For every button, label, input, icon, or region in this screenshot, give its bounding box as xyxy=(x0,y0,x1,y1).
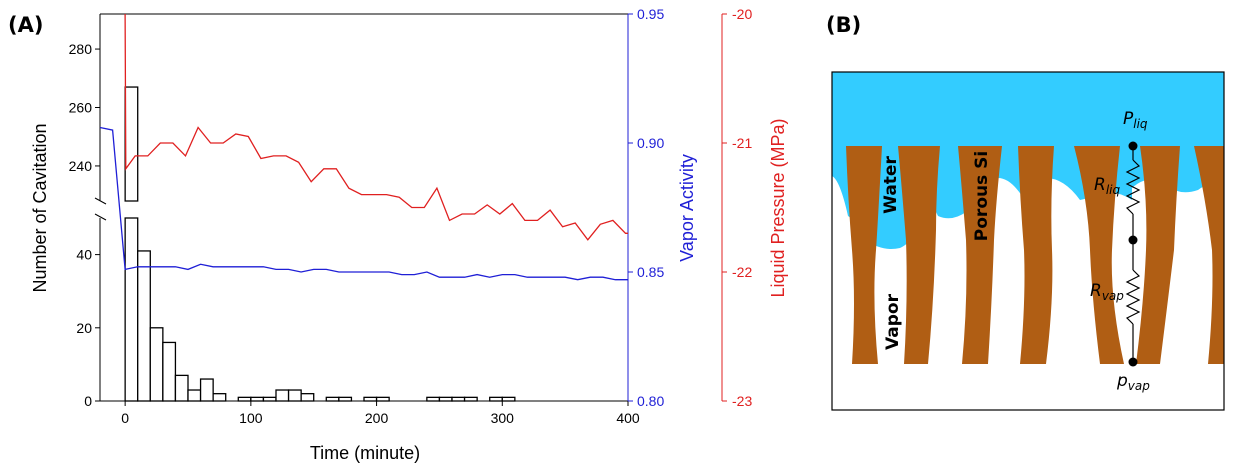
liquid-pressure-tick-label: -20 xyxy=(732,6,752,22)
left-tick-label: 240 xyxy=(69,158,93,174)
si-pillar xyxy=(846,146,882,364)
x-tick-label: 300 xyxy=(491,410,515,426)
cavitation-bar xyxy=(363,396,378,402)
cavitation-bar xyxy=(262,396,277,402)
liquid-pressure-tick-label: -22 xyxy=(732,264,752,280)
node-vapor xyxy=(1128,357,1138,367)
cavitation-bar-upper xyxy=(124,86,139,202)
x-tick-label: 200 xyxy=(365,410,389,426)
porous-si-label: Porous Si xyxy=(972,151,992,241)
axis-break-mark xyxy=(94,197,107,205)
vapor-activity-tick-label: 0.85 xyxy=(637,264,664,280)
node-interface xyxy=(1128,235,1138,245)
diagram-frame xyxy=(831,71,1225,411)
si-pillar xyxy=(1018,146,1054,364)
cavitation-bar xyxy=(162,341,177,402)
cavitation-bar xyxy=(300,393,315,402)
chart-a: 0 100 200 300 400 0 20 40 240 260 280 0.80 0.85 0.90 0… xyxy=(30,6,788,463)
left-tick-label: 40 xyxy=(76,247,92,263)
vapor-resistor-symbol xyxy=(1125,269,1141,325)
cavitation-bar xyxy=(426,396,441,402)
r-liq-label: Rliq xyxy=(1094,175,1120,197)
liquid-pressure-tick-label: -23 xyxy=(732,393,752,409)
r-vap-label: Rvap xyxy=(1090,281,1124,303)
water-label: Water xyxy=(881,156,901,214)
cavitation-bar xyxy=(149,327,164,402)
porous-si-diagram: Water Porous Si Vapor Pliq Rliq Rvap pva… xyxy=(831,71,1225,411)
left-tick-label: 260 xyxy=(69,100,93,116)
si-pillar xyxy=(898,146,940,364)
cavitation-bar xyxy=(137,250,151,402)
axis-break-mark xyxy=(94,213,107,221)
si-pillar xyxy=(1136,146,1180,364)
cavitation-bar xyxy=(287,389,302,402)
si-pillar xyxy=(1074,146,1124,364)
cavitation-bar xyxy=(375,396,390,402)
cavitation-bar xyxy=(212,393,227,402)
vapor-activity-tick-label: 0.90 xyxy=(637,135,664,151)
x-tick-label: 100 xyxy=(239,410,263,426)
node-liquid xyxy=(1128,141,1138,151)
cavitation-bar xyxy=(451,396,466,402)
cavitation-bar xyxy=(124,217,139,402)
left-tick-label: 280 xyxy=(69,41,93,57)
p-liq-label: Pliq xyxy=(1123,109,1148,131)
liquid-pressure-axis-title: Liquid Pressure (MPa) xyxy=(768,118,788,297)
panel-a-label: (A) xyxy=(8,13,43,37)
cavitation-bar xyxy=(250,396,265,402)
cavitation-bar xyxy=(438,396,453,402)
panel-b-label: (B) xyxy=(826,13,861,37)
bottom-strip xyxy=(832,364,1224,410)
left-tick-label: 0 xyxy=(84,393,92,409)
p-vap-label: pvap xyxy=(1116,371,1150,393)
cavitation-bar xyxy=(489,396,503,402)
x-tick-label: 400 xyxy=(616,410,640,426)
vapor-activity-line xyxy=(99,126,628,281)
vapor-activity-axis-title: Vapor Activity xyxy=(677,154,697,262)
cavitation-bar xyxy=(237,396,252,402)
x-axis-title: Time (minute) xyxy=(310,443,420,463)
x-tick-label: 0 xyxy=(121,410,129,426)
liquid-resistor-symbol xyxy=(1125,159,1141,215)
bars-layer xyxy=(124,86,516,402)
cavitation-bar xyxy=(199,378,214,402)
cavitation-bar xyxy=(325,396,340,402)
liquid-pressure-line xyxy=(124,13,628,241)
si-pillar xyxy=(958,146,1002,364)
cavitation-bar xyxy=(463,396,478,402)
cavitation-bar xyxy=(275,389,290,402)
ticks-layer: 0 100 200 300 400 0 20 40 240 260 280 0.80 0.85 0.90 0… xyxy=(69,6,753,426)
lines-layer xyxy=(99,13,628,281)
si-pillar xyxy=(1194,146,1224,364)
cavitation-bar xyxy=(338,396,353,402)
vapor-activity-tick-label: 0.80 xyxy=(637,393,664,409)
vapor-activity-tick-label: 0.95 xyxy=(637,6,664,22)
cavitation-bar xyxy=(501,396,516,402)
cavitation-bar xyxy=(174,374,189,402)
left-tick-label: 20 xyxy=(76,320,92,336)
left-axis-title: Number of Cavitation xyxy=(30,123,50,292)
cavitation-bar xyxy=(187,389,202,402)
liquid-pressure-tick-label: -21 xyxy=(732,135,752,151)
vapor-label: Vapor xyxy=(883,293,903,350)
